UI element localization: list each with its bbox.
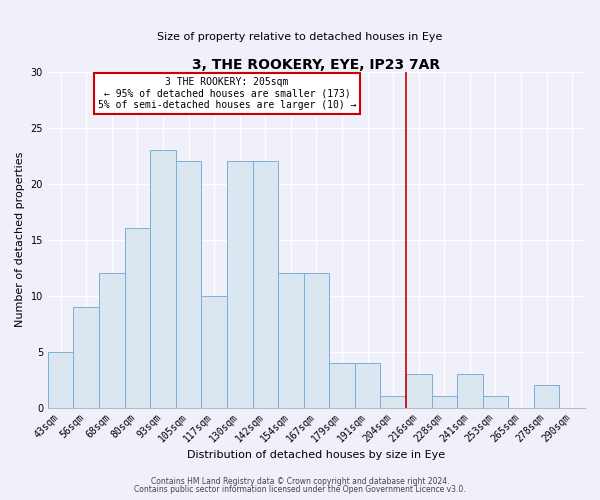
- Text: Contains public sector information licensed under the Open Government Licence v3: Contains public sector information licen…: [134, 485, 466, 494]
- Bar: [202, 296, 227, 408]
- Text: Contains HM Land Registry data © Crown copyright and database right 2024.: Contains HM Land Registry data © Crown c…: [151, 477, 449, 486]
- Bar: [534, 385, 559, 407]
- Bar: [355, 363, 380, 408]
- Bar: [329, 363, 355, 408]
- Bar: [176, 161, 202, 408]
- Bar: [278, 273, 304, 407]
- Title: 3, THE ROOKERY, EYE, IP23 7AR: 3, THE ROOKERY, EYE, IP23 7AR: [193, 58, 440, 71]
- Bar: [150, 150, 176, 407]
- Bar: [406, 374, 431, 408]
- Bar: [253, 161, 278, 408]
- Bar: [304, 273, 329, 407]
- Bar: [99, 273, 125, 407]
- Y-axis label: Number of detached properties: Number of detached properties: [15, 152, 25, 327]
- X-axis label: Distribution of detached houses by size in Eye: Distribution of detached houses by size …: [187, 450, 446, 460]
- Bar: [457, 374, 482, 408]
- Bar: [482, 396, 508, 407]
- Text: Size of property relative to detached houses in Eye: Size of property relative to detached ho…: [157, 32, 443, 42]
- Text: 3 THE ROOKERY: 205sqm
← 95% of detached houses are smaller (173)
5% of semi-deta: 3 THE ROOKERY: 205sqm ← 95% of detached …: [98, 77, 356, 110]
- Bar: [227, 161, 253, 408]
- Bar: [380, 396, 406, 407]
- Bar: [431, 396, 457, 407]
- Bar: [125, 228, 150, 408]
- Bar: [73, 307, 99, 408]
- Bar: [48, 352, 73, 408]
